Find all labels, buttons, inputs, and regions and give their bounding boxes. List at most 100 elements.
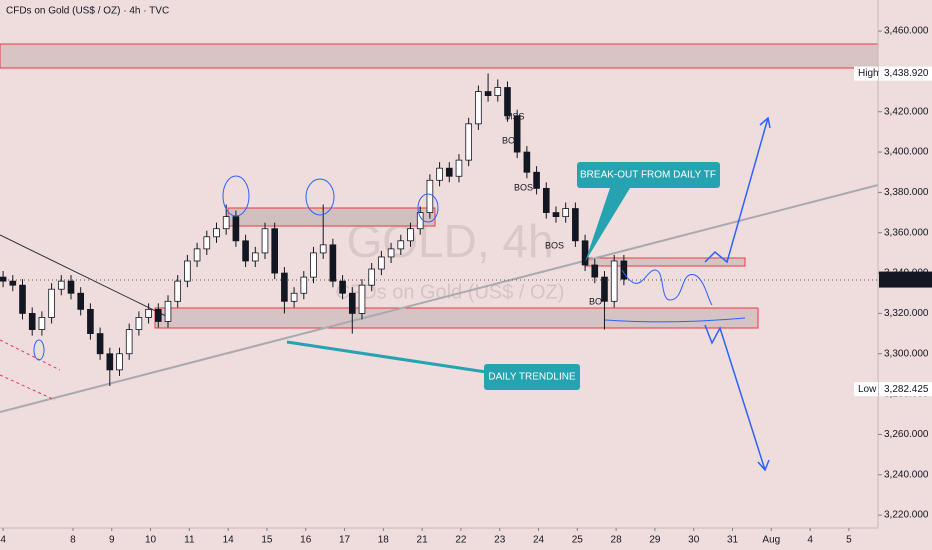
candle-body [475, 91, 482, 125]
candle-body [300, 276, 308, 294]
candle-body [426, 179, 434, 213]
x-tick-label: 23 [494, 535, 506, 546]
candle-body [387, 248, 395, 258]
candle-body [222, 216, 230, 230]
candle-body [601, 276, 608, 302]
callout-text: DAILY TRENDLINE [488, 372, 576, 383]
y-tick-label: 3,220.000 [884, 510, 929, 521]
chart-title: CFDs on Gold (US$ / OZ) · 4h · TVC [6, 6, 169, 17]
candle-body [523, 151, 531, 173]
x-tick-label: 9 [109, 535, 115, 546]
supply-zone [0, 43, 879, 69]
candle-body [319, 244, 327, 254]
candle-body [504, 87, 511, 117]
candle-body [484, 91, 492, 96]
x-tick-label: 31 [727, 535, 739, 546]
candle-body [28, 313, 36, 330]
structure-label: BO [589, 296, 602, 306]
structure-label: BOS [514, 182, 533, 192]
x-tick-label: 4 [0, 535, 6, 546]
candle-body [48, 288, 55, 318]
support-zone [154, 307, 759, 329]
resistance-zone [227, 207, 436, 227]
arrow-head [759, 116, 771, 129]
candle-body [416, 212, 424, 230]
candle-body [0, 276, 7, 282]
marker-name: High [858, 68, 879, 79]
candle-body [77, 292, 85, 310]
candle-body [397, 240, 405, 250]
last-price-box [879, 271, 932, 288]
y-tick-label: 3,300.000 [884, 348, 929, 359]
candle-body [339, 280, 346, 294]
callout-text: BREAK-OUT FROM DAILY TF [580, 170, 716, 181]
daily-trendline [0, 184, 879, 413]
candle-body [57, 280, 65, 290]
candle-body [620, 260, 628, 280]
circle-annotation [305, 178, 335, 216]
candle-body [213, 228, 220, 238]
y-tick-label: 3,240.000 [884, 469, 929, 480]
candle-body [368, 268, 375, 286]
projection-scribble [621, 269, 713, 306]
x-tick-label: 8 [70, 535, 76, 546]
candle-body [251, 252, 259, 262]
marker-price: 3,438.920 [884, 68, 929, 79]
breakout-zone [584, 257, 746, 267]
marker-box [854, 66, 878, 81]
candle-body [242, 240, 249, 262]
x-tick-label: 25 [572, 535, 584, 546]
last-price: 3,336.780 [884, 274, 929, 285]
candle-body [407, 228, 414, 242]
candle-body [455, 159, 463, 177]
candle-body [310, 252, 317, 278]
x-tick-label: 11 [184, 535, 195, 546]
candle-body [271, 228, 279, 274]
circle-annotation [222, 175, 250, 217]
candle-body [533, 171, 540, 189]
candle-body [494, 87, 502, 96]
y-tick-label: 3,260.000 [884, 429, 929, 440]
arrow-head [757, 459, 770, 472]
candle-body [445, 167, 453, 177]
y-tick-label: 3,320.000 [884, 308, 929, 319]
marker-price: 3,282.425 [884, 384, 929, 395]
candle-body [281, 272, 288, 302]
y-tick-label: 3,380.000 [884, 187, 929, 198]
candle-body [184, 260, 191, 282]
candle-body [154, 308, 162, 322]
y-tick-label: 3,400.000 [884, 147, 929, 158]
down-trendline [0, 234, 171, 319]
callout-pointer [585, 188, 630, 262]
candle-body [174, 280, 182, 302]
dashed-line [0, 339, 61, 371]
candle-body [581, 240, 589, 266]
circle-annotation [417, 193, 439, 223]
circle-annotation [33, 339, 45, 361]
x-tick-label: 5 [846, 535, 852, 546]
y-tick-label: 3,420.000 [884, 106, 929, 117]
x-tick-label: 28 [611, 535, 623, 546]
candle-body [203, 236, 211, 250]
x-tick-label: 17 [339, 535, 351, 546]
candle-body [38, 317, 46, 330]
x-tick-label: 30 [688, 535, 700, 546]
candle-body [348, 292, 356, 314]
candle-body [465, 123, 472, 161]
candle-body [125, 329, 133, 355]
candle-body [116, 353, 123, 371]
dashed-line [0, 374, 56, 401]
callout-box [484, 364, 580, 390]
candle-body [591, 264, 599, 278]
candle-body [542, 187, 550, 213]
candle-body [145, 308, 152, 318]
watermark-name: CFDs on Gold (US$ / OZ) [336, 281, 565, 303]
x-tick-label: 4 [807, 535, 813, 546]
candle-body [164, 300, 172, 322]
candle-body [562, 208, 569, 218]
candle-body [552, 212, 560, 218]
structure-label: BOS [545, 240, 564, 250]
x-tick-label: 16 [300, 535, 312, 546]
projection-arrow [704, 117, 769, 264]
